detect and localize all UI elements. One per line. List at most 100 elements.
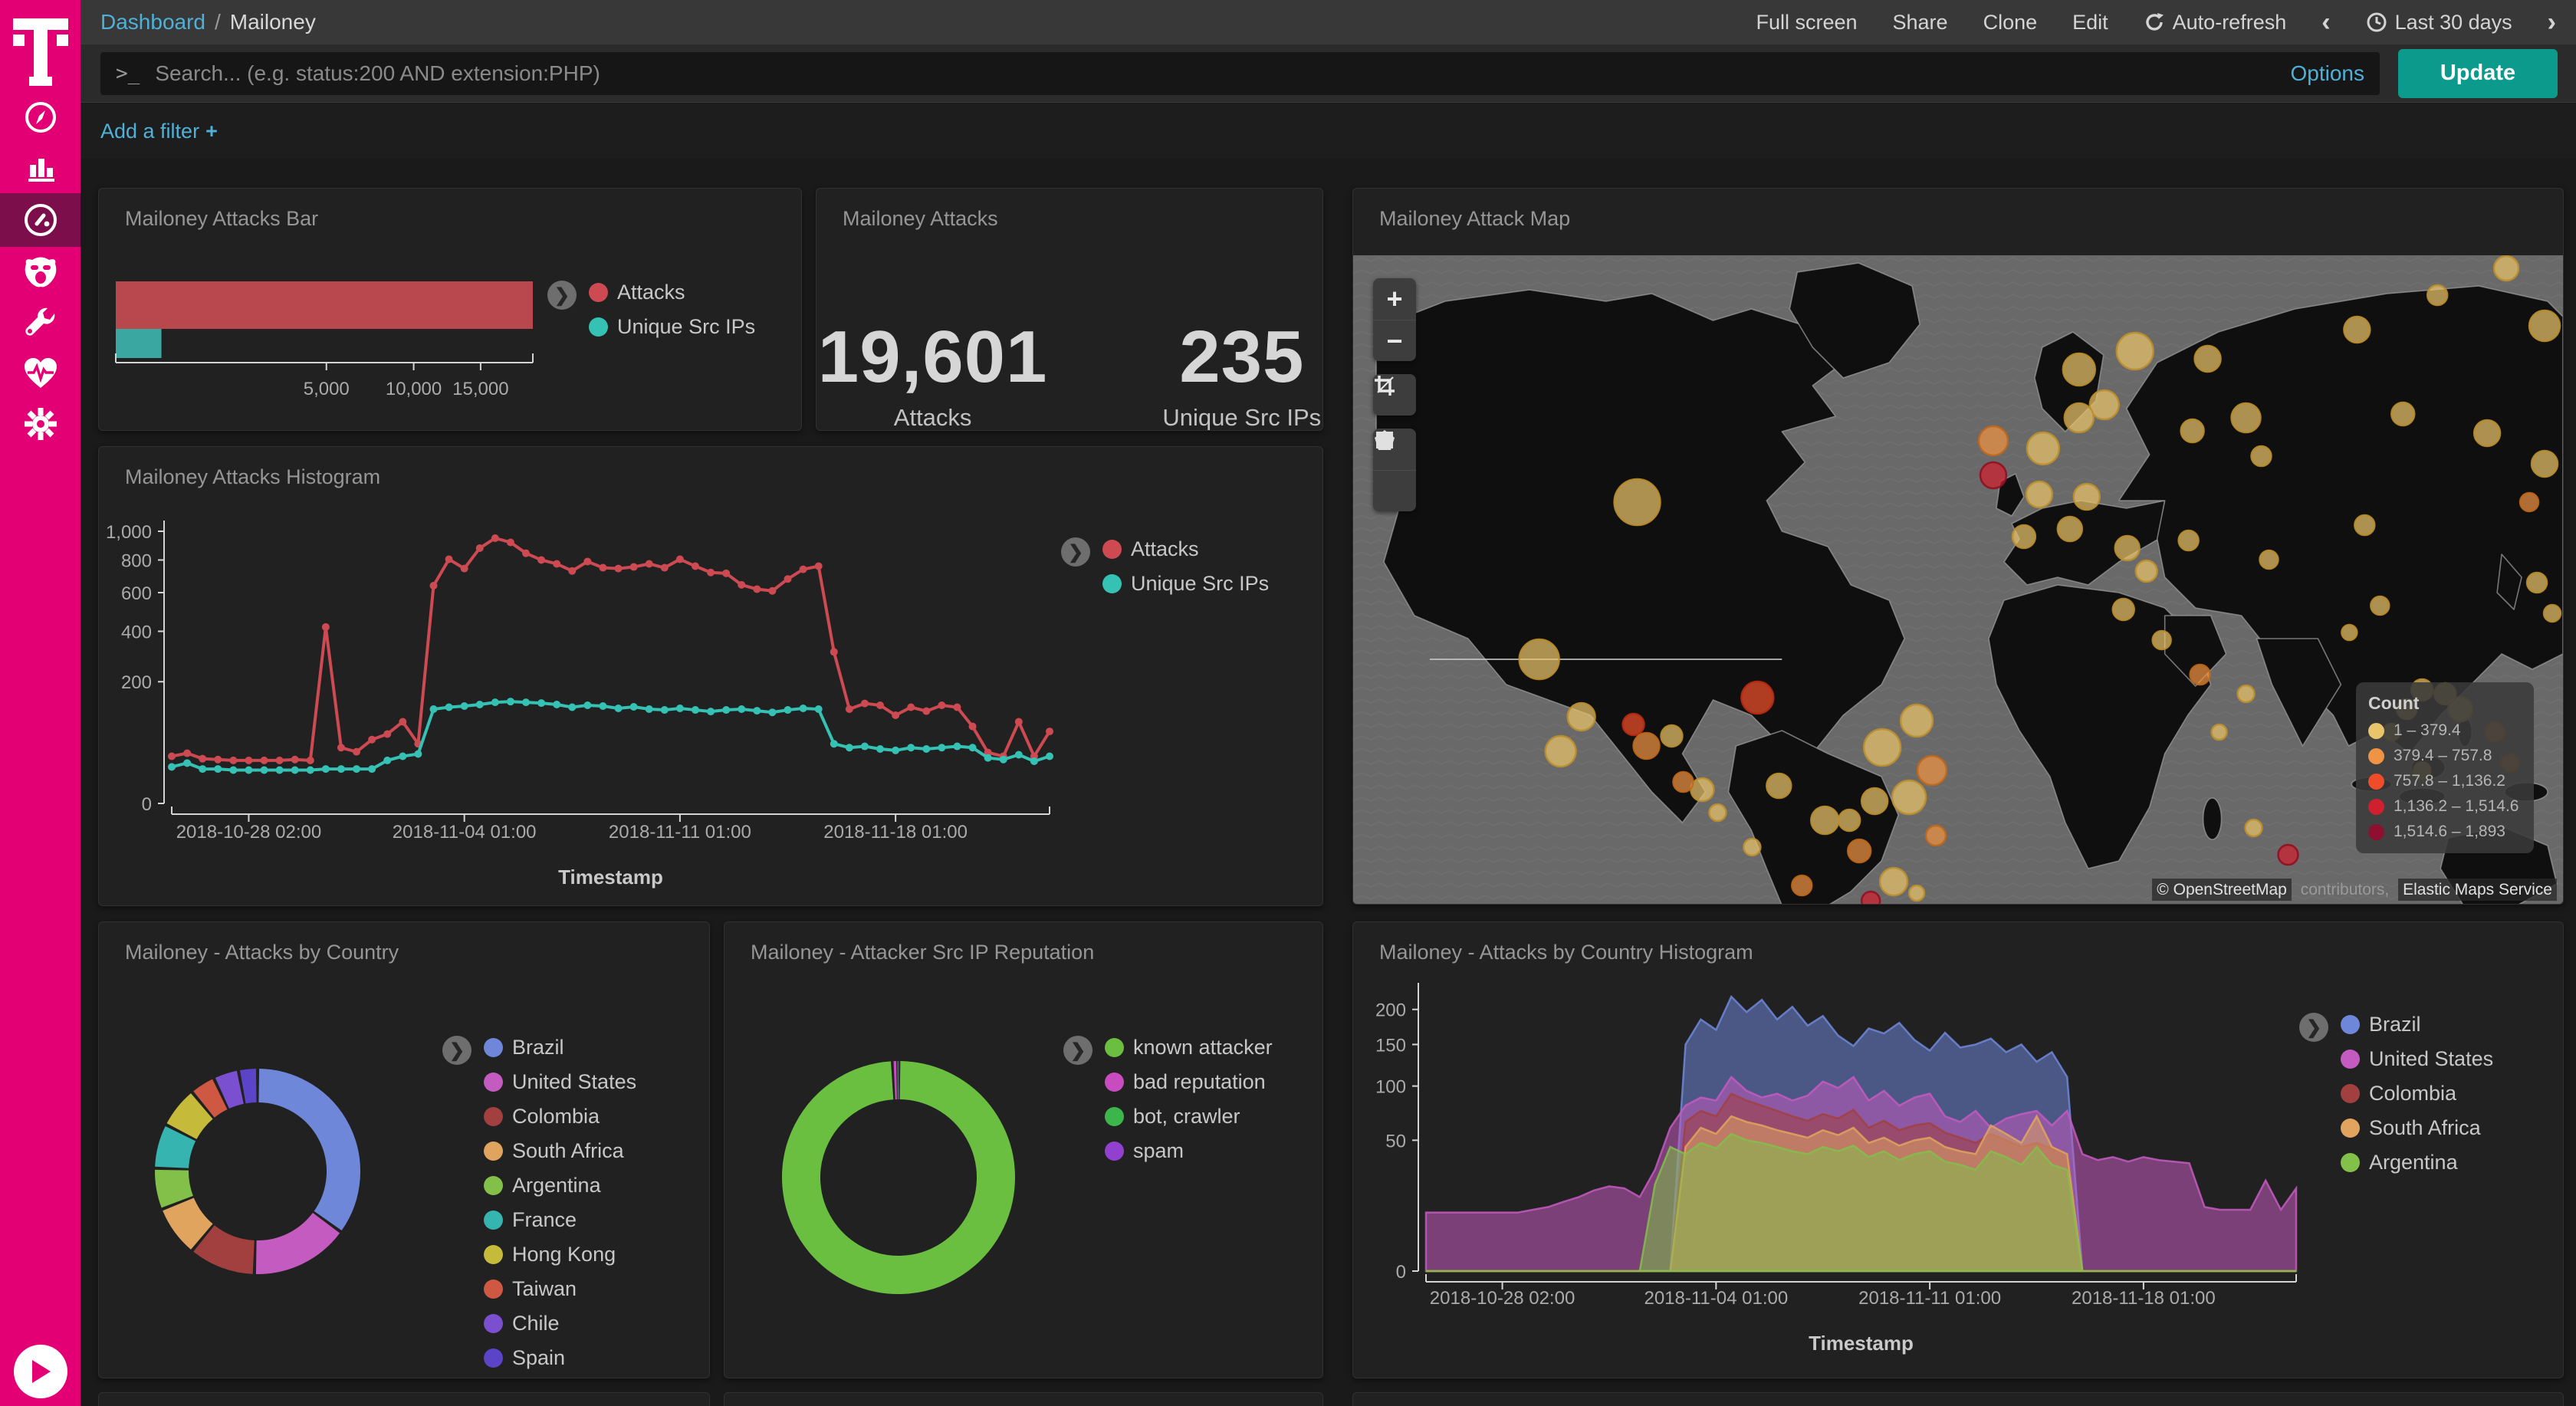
legend-item[interactable]: spam <box>1105 1139 1273 1163</box>
gauge-icon <box>24 204 57 236</box>
legend-item[interactable]: bot, crawler <box>1105 1105 1273 1128</box>
sidebar-item-discover[interactable] <box>0 92 80 143</box>
legend-toggle-button[interactable]: ❯ <box>1063 1036 1092 1065</box>
legend-item[interactable]: South Africa <box>2341 1116 2493 1140</box>
metric-value: 235 <box>1179 316 1305 398</box>
legend-item[interactable]: Argentina <box>2341 1151 2493 1174</box>
svg-text:Timestamp: Timestamp <box>558 866 663 889</box>
sidebar-item-monitoring[interactable] <box>0 348 80 399</box>
legend-item[interactable]: Unique Src IPs <box>589 315 755 339</box>
legend-item[interactable]: bad reputation <box>1105 1070 1273 1094</box>
crop-icon <box>1375 376 1395 396</box>
legend-label: United States <box>2369 1047 2494 1070</box>
sidebar-item-devtools[interactable] <box>0 297 80 348</box>
legend-color-dot <box>484 1314 503 1333</box>
panel-title: Mailoney - Attacker Src IP Reputation <box>751 941 1095 964</box>
legend-item[interactable]: Colombia <box>2341 1082 2493 1105</box>
legend-label: known attacker <box>1133 1036 1273 1059</box>
legend-color-dot <box>484 1073 503 1092</box>
svg-text:2018-10-28 02:00: 2018-10-28 02:00 <box>176 822 322 843</box>
update-button[interactable]: Update <box>2398 48 2558 98</box>
add-filter-button[interactable]: Add a filter + <box>100 119 218 143</box>
legend-item[interactable]: France <box>484 1208 636 1232</box>
legend-toggle-button[interactable]: ❯ <box>1061 537 1090 567</box>
legend-item[interactable]: Brazil <box>2341 1013 2493 1036</box>
map-zoom-in-button[interactable]: + <box>1373 278 1416 320</box>
sidebar-item-timelion[interactable] <box>0 247 80 297</box>
map-legend-label: 1,514.6 – 1,893 <box>2394 823 2505 840</box>
breadcrumb-dashboard-link[interactable]: Dashboard <box>100 10 205 34</box>
fullscreen-button[interactable]: Full screen <box>1756 10 1858 34</box>
panel-title: Mailoney Attack Map <box>1379 207 1571 230</box>
time-prev-button[interactable]: ‹ <box>2321 7 2331 37</box>
legend-item[interactable]: South Africa <box>484 1139 636 1163</box>
svg-text:100: 100 <box>1375 1077 1406 1098</box>
plus-icon: + <box>205 119 218 143</box>
legend-item[interactable]: Chile <box>484 1312 636 1335</box>
map-zoom-out-button[interactable]: − <box>1373 320 1416 361</box>
panel-src-ip-reputation: Mailoney - Attacker Src IP Reputation ❯ … <box>724 921 1323 1378</box>
legend-item[interactable]: Colombia <box>484 1105 636 1128</box>
share-button[interactable]: Share <box>1892 10 1948 34</box>
country-donut-chart[interactable] <box>131 1045 384 1298</box>
map-legend-color-dot <box>2368 747 2384 764</box>
legend-item[interactable]: Hong Kong <box>484 1243 636 1266</box>
legend-item[interactable]: Unique Src IPs <box>1102 572 1269 596</box>
legend-item[interactable]: Spain <box>484 1346 636 1370</box>
openstreetmap-credit[interactable]: © OpenStreetMap <box>2152 879 2292 901</box>
sidebar-item-management[interactable] <box>0 399 80 449</box>
panel-title: Mailoney Attacks Bar <box>125 207 319 230</box>
sidebar-expand-button[interactable] <box>13 1345 67 1398</box>
legend-item[interactable]: Attacks <box>589 281 755 304</box>
attacks-bar-chart[interactable]: 5,000 10,000 15,000 <box>99 231 802 431</box>
auto-refresh-button[interactable]: Auto-refresh <box>2144 11 2286 34</box>
sidebar-item-visualize[interactable] <box>0 143 80 193</box>
attack-map[interactable]: + − Co <box>1353 255 2563 904</box>
map-draw-rectangle-button[interactable] <box>1373 432 1416 511</box>
reputation-donut-legend: ❯ known attacker bad reputation bot, crawl… <box>1063 1036 1273 1163</box>
plus-icon: + <box>1386 283 1403 314</box>
map-fit-bounds-button[interactable] <box>1373 374 1416 416</box>
legend-item[interactable]: Argentina <box>484 1174 636 1197</box>
attacks-histogram-chart[interactable]: 0 200 400 600 800 1,000 2018-10-28 02:00 2018-1… <box>99 489 1322 906</box>
legend-item[interactable]: United States <box>484 1070 636 1094</box>
legend-item[interactable]: Attacks <box>1102 537 1269 561</box>
svg-text:2018-11-11 01:00: 2018-11-11 01:00 <box>1858 1288 2001 1309</box>
svg-text:10,000: 10,000 <box>386 379 442 399</box>
panel-title: Mailoney Attacks Histogram <box>125 465 381 488</box>
monster-icon <box>25 257 56 287</box>
legend-label: United States <box>512 1070 637 1093</box>
legend-item[interactable]: known attacker <box>1105 1036 1273 1059</box>
legend-toggle-button[interactable]: ❯ <box>547 281 577 310</box>
play-icon <box>31 1360 51 1383</box>
svg-text:1,000: 1,000 <box>106 522 152 543</box>
legend-label: spam <box>1133 1139 1184 1162</box>
metric-label: Attacks <box>893 404 972 431</box>
map-legend-label: 757.8 – 1,136.2 <box>2394 772 2505 790</box>
edit-button[interactable]: Edit <box>2072 10 2108 34</box>
telekom-logo[interactable] <box>0 0 80 92</box>
clone-button[interactable]: Clone <box>1983 10 2038 34</box>
sidebar-item-dashboard[interactable] <box>0 193 80 247</box>
elastic-maps-credit[interactable]: Elastic Maps Service <box>2398 879 2557 901</box>
legend-toggle-button[interactable]: ❯ <box>2299 1013 2328 1042</box>
map-legend-label: 1,136.2 – 1,514.6 <box>2394 797 2519 815</box>
legend-item[interactable]: Taiwan <box>484 1277 636 1301</box>
search-input[interactable] <box>155 61 2275 86</box>
country-histogram-chart[interactable]: 0 50 100 150 200 2018-10-28 02:00 2018-11-04 0… <box>1353 964 2563 1378</box>
svg-text:0: 0 <box>142 794 152 815</box>
panel-attacks-metric: Mailoney Attacks 19,601 Attacks 235 Uniq… <box>816 188 1323 431</box>
legend-color-dot <box>2341 1015 2360 1034</box>
country-histogram-legend: ❯ Brazil United States Colombia South Afric… <box>2299 1013 2493 1174</box>
map-legend-color-dot <box>2368 773 2384 790</box>
reputation-donut-chart[interactable] <box>764 1043 1033 1312</box>
legend-color-dot <box>484 1107 503 1126</box>
legend-item[interactable]: United States <box>2341 1047 2493 1071</box>
options-link[interactable]: Options <box>2290 61 2365 85</box>
legend-item[interactable]: Brazil <box>484 1036 636 1059</box>
breadcrumb-separator: / <box>214 10 221 34</box>
time-picker-button[interactable]: Last 30 days <box>2366 11 2512 34</box>
legend-toggle-button[interactable]: ❯ <box>442 1036 472 1065</box>
time-next-button[interactable]: › <box>2547 7 2556 37</box>
svg-text:2018-11-04 01:00: 2018-11-04 01:00 <box>393 822 537 843</box>
